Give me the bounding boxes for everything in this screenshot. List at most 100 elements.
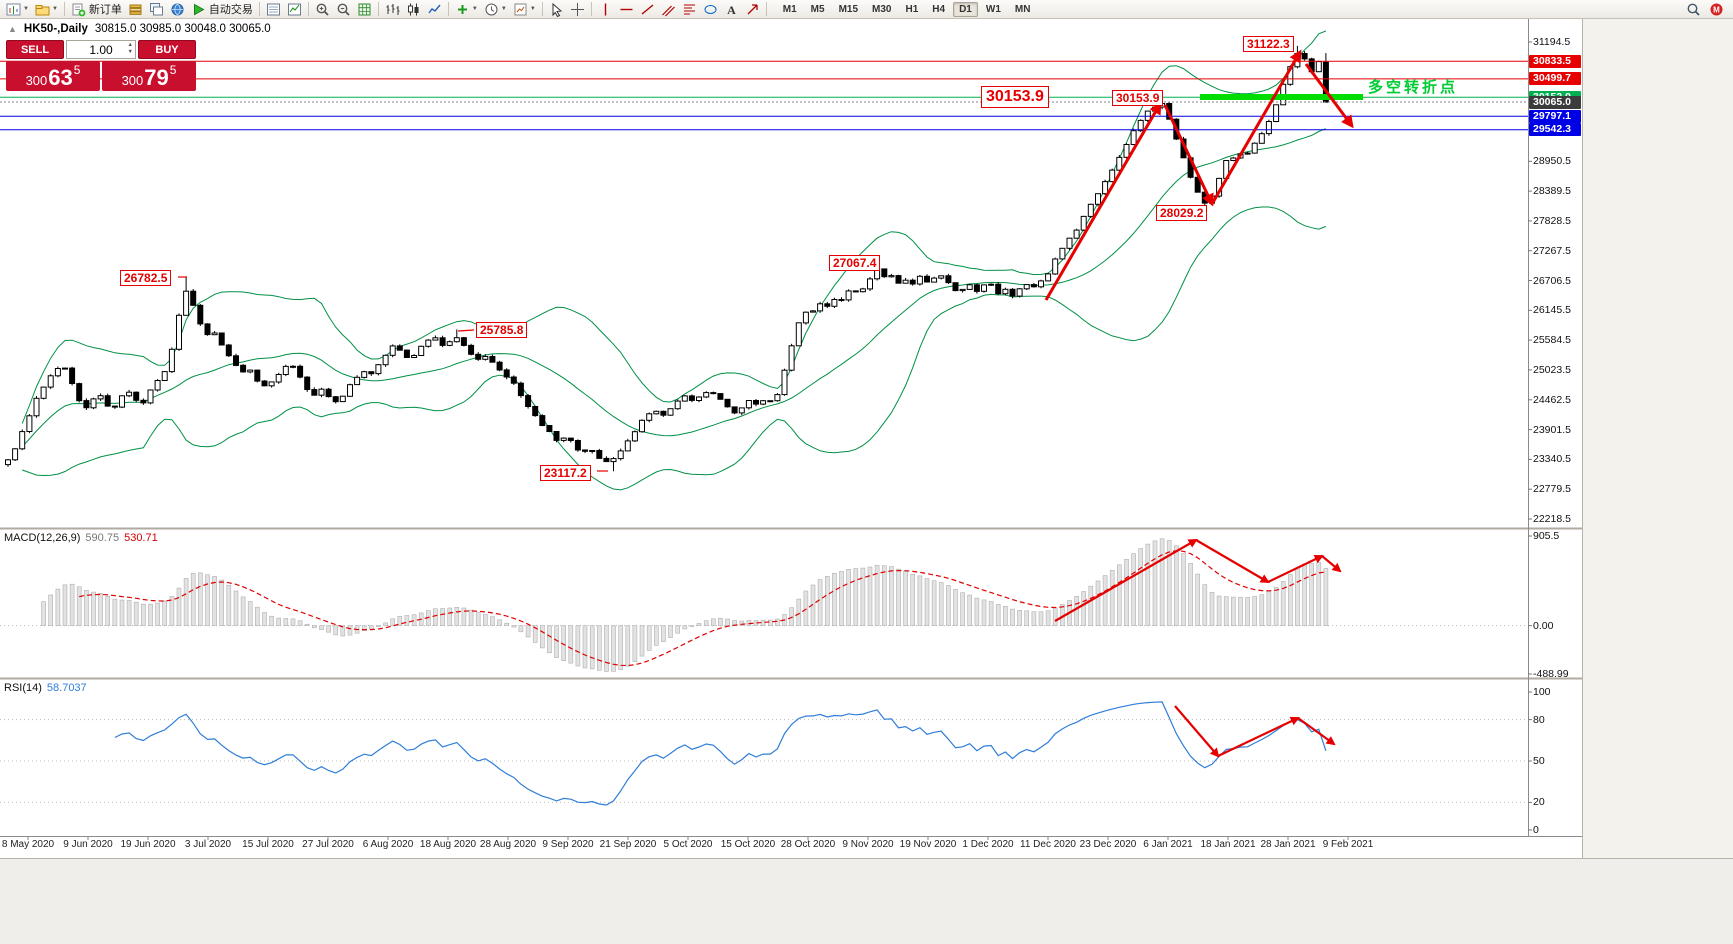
auto-trading-button-label: 自动交易: [208, 4, 253, 16]
buy-price-big: 79: [144, 65, 169, 90]
fibonacci-icon: [683, 4, 695, 14]
text-icon[interactable]: A: [721, 1, 742, 18]
sell-price-big: 63: [48, 65, 73, 90]
equidistant-channel-icon: [661, 5, 675, 16]
rsi-line: [114, 701, 1327, 806]
macd-params: (12,26,9): [36, 532, 81, 544]
zoom-in-icon[interactable]: [312, 1, 333, 18]
trend-arrows-rsi[interactable]: [1174, 705, 1336, 758]
volume-up-icon[interactable]: ▲: [127, 42, 133, 48]
buy-price-display[interactable]: 300 79 5: [102, 61, 196, 91]
timeframe-w1[interactable]: W1: [985, 3, 1001, 15]
timeframe-m5[interactable]: M5: [810, 3, 825, 15]
zoom-out-icon: [337, 3, 350, 16]
indicator-level-lines: [0, 625, 1528, 803]
main-toolbar: ▼ ▼ 新订单 自动交易 ▼ ▼ ▼ A M1 M5 M15 M30 H1 H4 D1 W1 MN M: [0, 0, 1733, 19]
timeframe-h4[interactable]: H4: [932, 3, 946, 15]
new-order-icon: [72, 3, 86, 16]
horizontal-line-icon[interactable]: [616, 1, 637, 18]
community-icon[interactable]: [167, 1, 188, 18]
buy-price-prefix: 300: [121, 73, 144, 88]
profiles-icon[interactable]: ▼: [32, 1, 61, 18]
chevron-down-icon: ▼: [23, 6, 29, 12]
indicators-add-icon[interactable]: ▼: [452, 1, 481, 18]
timeframe-m15[interactable]: M15: [838, 3, 859, 15]
macd-main-value: 590.75: [85, 532, 120, 544]
toolbar-separator: [258, 2, 260, 16]
sell-button[interactable]: SELL: [6, 40, 64, 59]
mql5-community-icon[interactable]: M: [1706, 1, 1727, 18]
chevron-down-icon: ▼: [471, 6, 478, 12]
horizontal-level-lines[interactable]: [0, 60, 1528, 131]
trend-arrows-main[interactable]: [1044, 49, 1354, 301]
candlestick-chart-icon: [407, 3, 419, 15]
trendline-icon: [641, 3, 654, 15]
rsi-indicator-label: RSI(14) 58.7037: [4, 682, 87, 694]
buy-button[interactable]: BUY: [138, 40, 196, 59]
periods-icon[interactable]: ▼: [481, 1, 510, 18]
data-window-icon: [266, 3, 280, 15]
timeframe-d1[interactable]: D1: [953, 1, 978, 17]
new-order-button[interactable]: 新订单: [68, 1, 125, 18]
timeframe-h1[interactable]: H1: [905, 3, 919, 15]
vertical-line-icon[interactable]: [595, 1, 616, 18]
window-bottom-margin: [0, 858, 1733, 944]
timeframe-m1[interactable]: M1: [782, 3, 797, 15]
arrow-objects-icon[interactable]: [742, 1, 763, 18]
sell-price-display[interactable]: 300 63 5: [6, 61, 100, 91]
line-chart-icon: [428, 4, 441, 13]
zoom-out-icon[interactable]: [333, 1, 354, 18]
cursor-icon[interactable]: [546, 1, 567, 18]
timeframe-mn[interactable]: MN: [1014, 3, 1031, 15]
text-icon: A: [727, 3, 736, 17]
svg-text:A: A: [727, 3, 736, 17]
strategy-tester-icon[interactable]: [354, 1, 375, 18]
bar-chart-icon[interactable]: [382, 1, 403, 18]
community-icon: [171, 3, 184, 15]
crosshair-icon[interactable]: [567, 1, 588, 18]
candlestick-chart-icon[interactable]: [403, 1, 424, 18]
new-chart-icon[interactable]: ▼: [3, 1, 32, 18]
line-chart-icon[interactable]: [424, 1, 445, 18]
one-click-toggle-icon[interactable]: ▲: [8, 24, 17, 34]
volume-spinner[interactable]: ▲ ▼: [128, 42, 133, 56]
chevron-down-icon: ▼: [500, 6, 507, 12]
timeframe-m30[interactable]: M30: [872, 3, 892, 15]
toolbar-right-group: M: [1683, 1, 1730, 18]
trendline-icon[interactable]: [637, 1, 658, 18]
shapes-icon[interactable]: [700, 1, 721, 18]
data-window-icon[interactable]: [263, 1, 284, 18]
volume-value[interactable]: 1.00: [89, 42, 113, 57]
toolbar-separator: [377, 2, 379, 16]
auto-trading-button[interactable]: 自动交易: [188, 1, 256, 18]
toolbar-separator: [590, 2, 592, 16]
chart-windows-icon[interactable]: [146, 1, 167, 18]
templates-icon: [514, 3, 527, 15]
fibonacci-icon[interactable]: [679, 1, 700, 18]
equidistant-channel-icon[interactable]: [658, 1, 679, 18]
market-depth-icon[interactable]: [125, 1, 146, 18]
timeframe-group: M1 M5 M15 M30 H1 H4 D1 W1 MN: [776, 1, 1038, 17]
search-icon[interactable]: [1683, 1, 1704, 18]
indicator-window-icon: [287, 3, 301, 15]
strategy-tester-icon: [358, 3, 371, 15]
sell-price-pip: 5: [73, 63, 81, 77]
toolbar-separator: [63, 2, 65, 16]
candles-layer: [5, 45, 1329, 472]
panel-separators[interactable]: [0, 19, 1582, 837]
bar-chart-icon: [386, 3, 400, 15]
templates-icon[interactable]: ▼: [510, 1, 539, 18]
volume-field[interactable]: 1.00 ▲ ▼: [66, 40, 136, 59]
search-icon: [1687, 3, 1700, 16]
one-click-trading-panel: SELL 1.00 ▲ ▼ BUY 300 63 5 300 79 5: [6, 40, 196, 91]
profiles-icon: [35, 4, 50, 15]
annotation-connectors: [178, 276, 608, 472]
market-depth-icon: [129, 4, 142, 15]
rsi-params: (14): [22, 682, 42, 694]
indicator-window-icon[interactable]: [284, 1, 305, 18]
symbol-period-label: HK50-,Daily: [23, 23, 88, 35]
trend-arrows-macd[interactable]: [1054, 538, 1342, 622]
volume-down-icon[interactable]: ▼: [127, 49, 133, 55]
turning-point-text-label[interactable]: 多空转折点: [1368, 79, 1459, 96]
